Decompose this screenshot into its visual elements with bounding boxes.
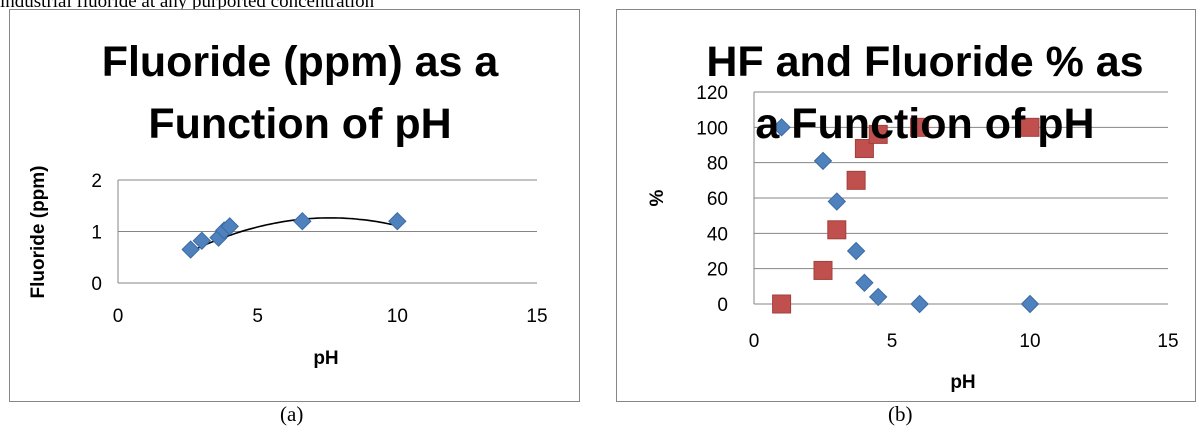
y-tick-label: 80 [707,154,728,175]
x-tick-label: 5 [252,306,263,327]
square-point [813,260,833,280]
x-tick-label: 0 [749,331,760,352]
diamond-point [813,151,833,171]
diamond-point [827,192,847,211]
y-tick-label: 0 [717,295,728,316]
diamond-point [293,211,312,231]
chart-title-line: a Function of pH [755,100,1094,148]
diamond-point [846,241,866,261]
diamond-point [388,211,407,231]
square-point [772,294,792,314]
y-tick-label: 0 [91,274,102,295]
caption-b: (b) [888,402,913,426]
y-tick-label: 40 [707,224,728,245]
y-tick-label: 120 [696,83,728,104]
x-tick-label: 10 [387,306,408,327]
square-point [868,124,888,144]
y-tick-label: 60 [707,189,728,210]
diamond-point [910,294,929,314]
caption-a: (a) [280,402,304,426]
x-tick-label: 5 [887,331,898,352]
diamond-point [192,231,212,250]
square-point [854,139,874,159]
y-axis-label: Fluoride (ppm) [28,166,49,299]
chart-title-line: Fluoride (ppm) as a [102,38,500,86]
x-tick-label: 15 [1157,331,1178,352]
square-point [827,220,847,240]
chart-a: 0 1 2 0 5 10 15 pH Fluoride (ppm) Fluoride (ppm) … [28,38,548,369]
x-axis-label: pH [313,348,338,369]
x-tick-label: 15 [526,306,547,327]
y-tick-label: 20 [707,260,728,281]
x-axis-label: pH [950,372,975,393]
y-tick-label: 100 [696,118,728,139]
diamond-point [1020,294,1040,314]
chart-title-line: HF and Fluoride % as [706,38,1143,86]
chart-b: 0 20 40 60 80 100 120 0 5 10 15 pH% HF and Fluoride … [647,38,1179,393]
diamond-point [181,240,200,259]
y-tick-label: 2 [91,171,102,192]
diamond-point [772,118,791,137]
y-axis-label: % [647,189,668,206]
y-tick-label: 1 [91,223,102,244]
square-point [910,117,930,137]
diamond-point [220,217,239,236]
chart-title-line: Function of pH [148,100,451,148]
diamond-point [855,273,874,293]
square-point [1020,117,1040,137]
chart-b-frame [616,9,1196,402]
diamond-point [868,287,888,307]
square-point [846,170,866,190]
x-tick-label: 10 [1019,331,1040,352]
chart-a-frame [9,9,580,402]
x-tick-label: 0 [113,306,124,327]
